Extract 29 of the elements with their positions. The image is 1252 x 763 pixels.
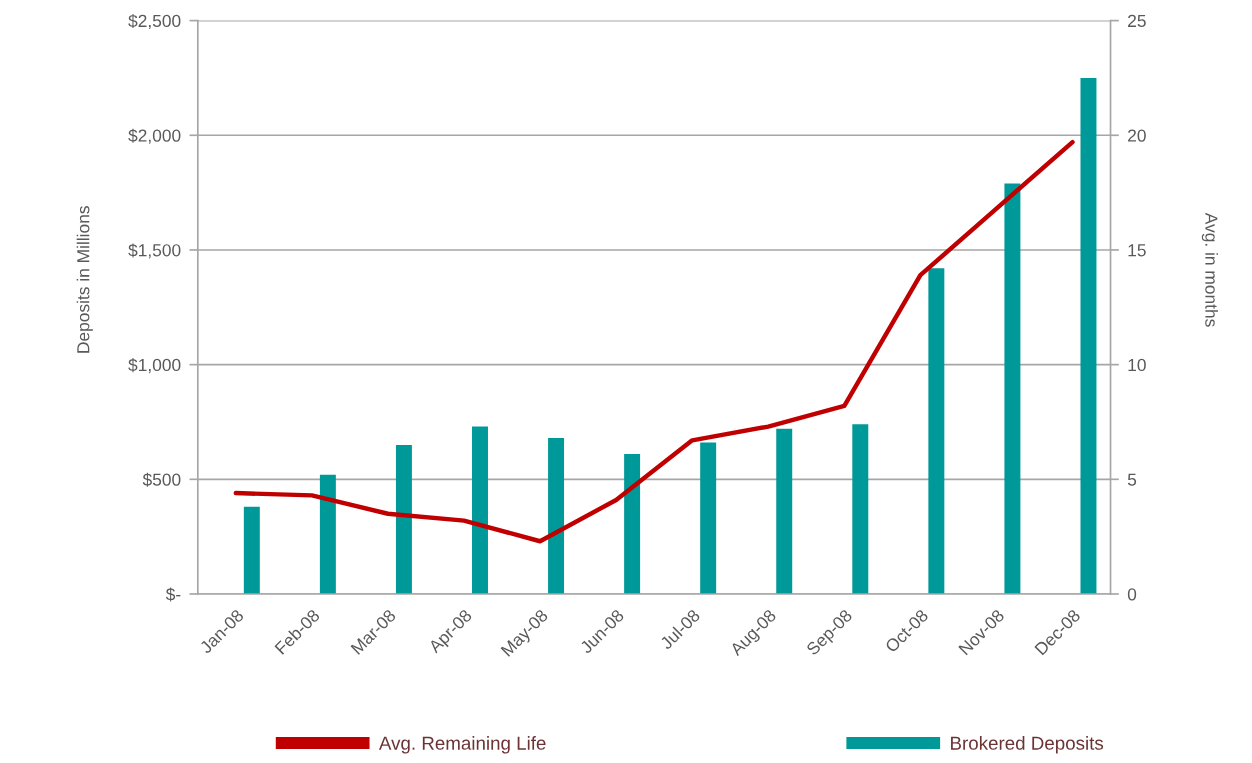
bar (319, 474, 336, 594)
bar (548, 438, 565, 594)
bar (624, 454, 641, 594)
y-tick-label: $2,500 (128, 14, 181, 30)
line-series (233, 139, 1075, 544)
legend-label: Brokered Deposits (951, 736, 1104, 754)
bar (1004, 183, 1021, 594)
y-tick-label: $1,500 (128, 243, 181, 259)
bar (472, 426, 488, 594)
bar (395, 444, 412, 594)
y-tick-label: $2,000 (128, 128, 181, 144)
legend-label: Avg. Remaining Life (378, 736, 546, 754)
y2-tick-label: 0 (1127, 588, 1137, 601)
y-tick-label: $- (165, 587, 181, 602)
y-tick-label: $500 (142, 472, 181, 487)
y2-tick-label: 15 (1128, 244, 1146, 257)
y2-tick-label: 5 (1127, 473, 1137, 486)
y-axis-title: Deposits in Millions (76, 206, 93, 353)
bar (700, 442, 717, 594)
y2-tick-label: 10 (1128, 358, 1146, 372)
y-tick-label: $1,000 (128, 358, 181, 374)
bar (928, 268, 945, 594)
bar (1080, 77, 1097, 594)
y2-tick-label: 25 (1128, 14, 1146, 28)
y2-tick-label: 20 (1128, 129, 1146, 142)
bar (852, 424, 869, 594)
bar (776, 428, 793, 594)
y2-axis-title: Avg. in months (1201, 212, 1218, 327)
bar (243, 506, 260, 594)
